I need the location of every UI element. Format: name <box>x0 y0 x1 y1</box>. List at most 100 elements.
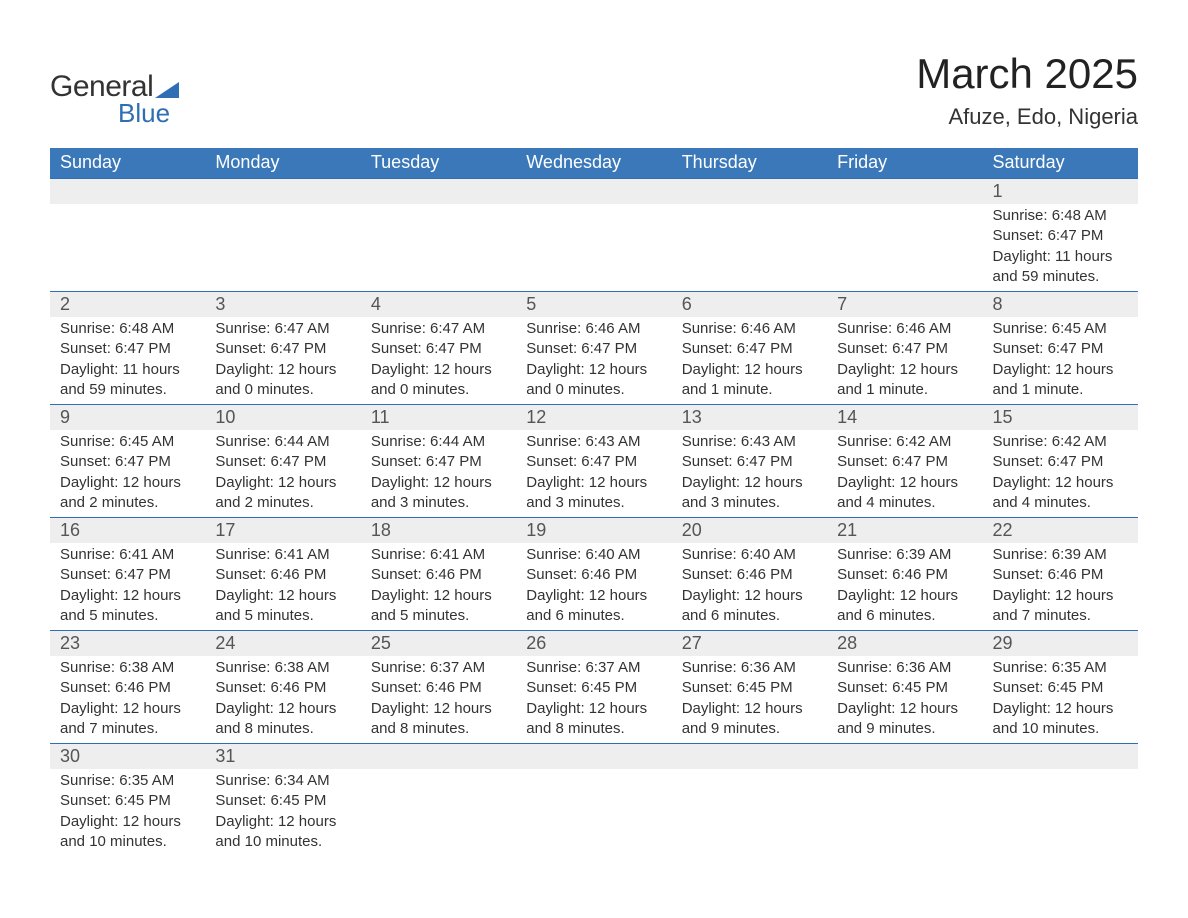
day-number-cell: 7 <box>827 292 982 318</box>
sunset-text: Sunset: 6:47 PM <box>60 565 195 585</box>
day-details: Sunrise: 6:35 AMSunset: 6:45 PMDaylight:… <box>983 656 1138 743</box>
day-number: 4 <box>361 292 516 317</box>
day-details: Sunrise: 6:46 AMSunset: 6:47 PMDaylight:… <box>827 317 982 404</box>
day-number: 22 <box>983 518 1138 543</box>
day-number-cell: 17 <box>205 518 360 544</box>
sunset-text: Sunset: 6:47 PM <box>60 339 195 359</box>
day-number-cell: 31 <box>205 744 360 770</box>
day-data-cell: Sunrise: 6:40 AMSunset: 6:46 PMDaylight:… <box>672 543 827 631</box>
sunrise-text: Sunrise: 6:43 AM <box>526 432 661 452</box>
weekday-header: Monday <box>205 148 360 179</box>
sunrise-text: Sunrise: 6:35 AM <box>60 771 195 791</box>
day-number: 29 <box>983 631 1138 656</box>
day-data-cell: Sunrise: 6:38 AMSunset: 6:46 PMDaylight:… <box>205 656 360 744</box>
day-details: Sunrise: 6:43 AMSunset: 6:47 PMDaylight:… <box>516 430 671 517</box>
day-data-cell: Sunrise: 6:39 AMSunset: 6:46 PMDaylight:… <box>827 543 982 631</box>
day-details: Sunrise: 6:39 AMSunset: 6:46 PMDaylight:… <box>827 543 982 630</box>
daylight-text: Daylight: 12 hours and 9 minutes. <box>837 699 972 740</box>
daylight-text: Daylight: 12 hours and 3 minutes. <box>371 473 506 514</box>
calendar-week-data-row: Sunrise: 6:48 AMSunset: 6:47 PMDaylight:… <box>50 317 1138 405</box>
sunrise-text: Sunrise: 6:38 AM <box>60 658 195 678</box>
day-number-cell: 18 <box>361 518 516 544</box>
daylight-text: Daylight: 12 hours and 1 minute. <box>837 360 972 401</box>
sunrise-text: Sunrise: 6:44 AM <box>371 432 506 452</box>
sunrise-text: Sunrise: 6:41 AM <box>215 545 350 565</box>
daylight-text: Daylight: 12 hours and 0 minutes. <box>371 360 506 401</box>
day-number-cell: 30 <box>50 744 205 770</box>
sunrise-text: Sunrise: 6:47 AM <box>215 319 350 339</box>
sunrise-text: Sunrise: 6:44 AM <box>215 432 350 452</box>
day-details: Sunrise: 6:47 AMSunset: 6:47 PMDaylight:… <box>205 317 360 404</box>
calendar-week-number-row: 3031 <box>50 744 1138 770</box>
sunset-text: Sunset: 6:46 PM <box>526 565 661 585</box>
day-number-cell: 11 <box>361 405 516 431</box>
day-details: Sunrise: 6:40 AMSunset: 6:46 PMDaylight:… <box>516 543 671 630</box>
daylight-text: Daylight: 12 hours and 6 minutes. <box>682 586 817 627</box>
day-number-cell <box>361 744 516 770</box>
sunrise-text: Sunrise: 6:42 AM <box>993 432 1128 452</box>
sunrise-text: Sunrise: 6:40 AM <box>526 545 661 565</box>
sunset-text: Sunset: 6:47 PM <box>993 226 1128 246</box>
day-number-cell: 19 <box>516 518 671 544</box>
day-data-cell: Sunrise: 6:41 AMSunset: 6:46 PMDaylight:… <box>205 543 360 631</box>
day-details: Sunrise: 6:45 AMSunset: 6:47 PMDaylight:… <box>50 430 205 517</box>
brand-logo: General Blue <box>50 70 179 129</box>
daylight-text: Daylight: 12 hours and 6 minutes. <box>526 586 661 627</box>
day-number: 24 <box>205 631 360 656</box>
title-block: March 2025 Afuze, Edo, Nigeria <box>916 50 1138 130</box>
day-number-cell <box>516 179 671 205</box>
day-number-cell: 8 <box>983 292 1138 318</box>
calendar-week-number-row: 1 <box>50 179 1138 205</box>
day-data-cell <box>50 204 205 292</box>
sunrise-text: Sunrise: 6:38 AM <box>215 658 350 678</box>
day-number-cell: 29 <box>983 631 1138 657</box>
daylight-text: Daylight: 12 hours and 8 minutes. <box>526 699 661 740</box>
day-number: 26 <box>516 631 671 656</box>
day-data-cell: Sunrise: 6:45 AMSunset: 6:47 PMDaylight:… <box>983 317 1138 405</box>
day-number-cell: 4 <box>361 292 516 318</box>
sunrise-text: Sunrise: 6:34 AM <box>215 771 350 791</box>
sunset-text: Sunset: 6:45 PM <box>837 678 972 698</box>
day-number: 14 <box>827 405 982 430</box>
day-data-cell: Sunrise: 6:46 AMSunset: 6:47 PMDaylight:… <box>672 317 827 405</box>
day-data-cell: Sunrise: 6:37 AMSunset: 6:46 PMDaylight:… <box>361 656 516 744</box>
day-details: Sunrise: 6:47 AMSunset: 6:47 PMDaylight:… <box>361 317 516 404</box>
weekday-header: Sunday <box>50 148 205 179</box>
day-number-cell: 24 <box>205 631 360 657</box>
daylight-text: Daylight: 11 hours and 59 minutes. <box>993 247 1128 288</box>
sunrise-text: Sunrise: 6:46 AM <box>837 319 972 339</box>
daylight-text: Daylight: 12 hours and 2 minutes. <box>215 473 350 514</box>
day-data-cell <box>672 204 827 292</box>
sunrise-text: Sunrise: 6:39 AM <box>993 545 1128 565</box>
sunset-text: Sunset: 6:47 PM <box>837 452 972 472</box>
sunset-text: Sunset: 6:46 PM <box>371 678 506 698</box>
day-data-cell: Sunrise: 6:42 AMSunset: 6:47 PMDaylight:… <box>983 430 1138 518</box>
month-title: March 2025 <box>916 50 1138 98</box>
day-details: Sunrise: 6:35 AMSunset: 6:45 PMDaylight:… <box>50 769 205 856</box>
day-number-cell <box>516 744 671 770</box>
daylight-text: Daylight: 12 hours and 5 minutes. <box>371 586 506 627</box>
sunset-text: Sunset: 6:47 PM <box>526 339 661 359</box>
day-number: 7 <box>827 292 982 317</box>
day-number-cell: 6 <box>672 292 827 318</box>
calendar-week-data-row: Sunrise: 6:48 AMSunset: 6:47 PMDaylight:… <box>50 204 1138 292</box>
day-number-cell <box>50 179 205 205</box>
day-number: 19 <box>516 518 671 543</box>
day-details: Sunrise: 6:40 AMSunset: 6:46 PMDaylight:… <box>672 543 827 630</box>
day-number-cell <box>827 179 982 205</box>
sunrise-text: Sunrise: 6:36 AM <box>837 658 972 678</box>
calendar-week-data-row: Sunrise: 6:45 AMSunset: 6:47 PMDaylight:… <box>50 430 1138 518</box>
calendar-week-number-row: 23242526272829 <box>50 631 1138 657</box>
day-number-cell: 27 <box>672 631 827 657</box>
day-data-cell <box>361 204 516 292</box>
day-number: 16 <box>50 518 205 543</box>
day-data-cell <box>983 769 1138 856</box>
day-data-cell: Sunrise: 6:43 AMSunset: 6:47 PMDaylight:… <box>516 430 671 518</box>
daylight-text: Daylight: 12 hours and 0 minutes. <box>526 360 661 401</box>
weekday-header: Friday <box>827 148 982 179</box>
day-data-cell <box>516 769 671 856</box>
calendar-week-data-row: Sunrise: 6:38 AM Sunset: 6:46 PM Daylight:… <box>50 656 1138 744</box>
daylight-text: Daylight: 12 hours and 4 minutes. <box>837 473 972 514</box>
day-number-cell: 28 <box>827 631 982 657</box>
day-number-cell <box>672 179 827 205</box>
